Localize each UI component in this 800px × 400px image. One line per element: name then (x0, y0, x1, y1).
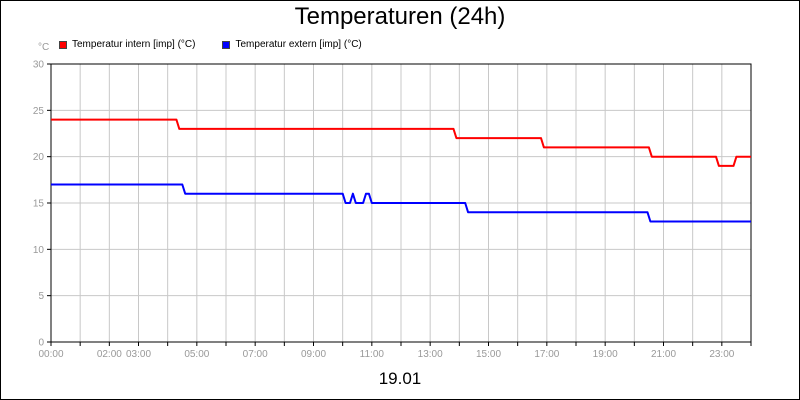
y-tick-label: 10 (33, 245, 45, 256)
x-tick-label: 19:00 (593, 349, 618, 360)
y-tick-label: 30 (33, 60, 45, 71)
series-line-extern (51, 183, 751, 223)
x-tick-label: 03:00 (126, 349, 151, 360)
y-tick-label: 5 (38, 291, 44, 302)
x-tick-label: 05:00 (184, 349, 209, 360)
y-tick-label: 0 (38, 338, 44, 349)
y-tick-label: 20 (33, 152, 45, 163)
plot-area-border (50, 63, 752, 343)
y-tick-label: 25 (33, 106, 45, 117)
x-tick-label: 00:00 (38, 349, 63, 360)
x-tick-label: 13:00 (418, 349, 443, 360)
chart-title: Temperaturen (24h) (294, 3, 506, 30)
y-axis-unit-label: °C (38, 42, 50, 53)
series-line-intern (51, 118, 751, 167)
legend-swatch-extern (222, 40, 231, 49)
x-tick-label: 09:00 (301, 349, 326, 360)
legend-item-extern: Temperatur extern [imp] (°C) (222, 39, 362, 50)
x-tick-label: 17:00 (534, 349, 559, 360)
x-tick-label: 15:00 (476, 349, 501, 360)
x-tick-label: 11:00 (360, 349, 385, 360)
legend-item-intern: Temperatur intern [imp] (°C) (59, 39, 195, 50)
y-tick-label: 15 (33, 199, 45, 210)
legend-label-intern: Temperatur intern [imp] (°C) (72, 39, 196, 50)
x-tick-label: 23:00 (709, 349, 734, 360)
x-axis-date-label: 19.01 (378, 369, 422, 388)
x-tick-label: 21:00 (651, 349, 676, 360)
x-tick-label: 07:00 (243, 349, 268, 360)
legend-swatch-intern (59, 40, 67, 49)
legend: Temperatur intern [imp] (°C) Temperatur … (59, 39, 389, 50)
legend-label-extern: Temperatur extern [imp] (°C) (235, 39, 362, 50)
x-tick-label: 02:00 (97, 349, 122, 360)
